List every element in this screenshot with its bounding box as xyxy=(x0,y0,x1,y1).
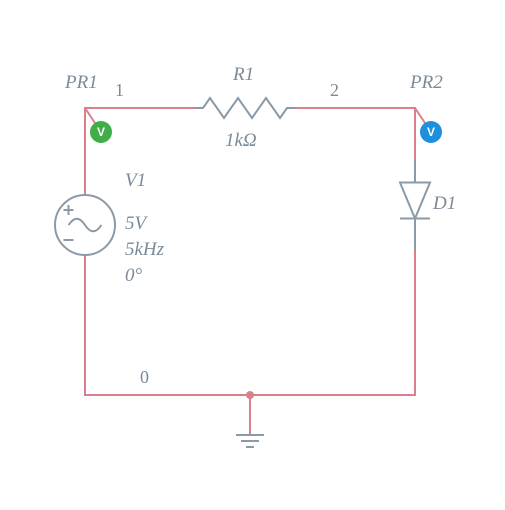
source-amplitude: 5V xyxy=(125,213,146,235)
resistor-name: R1 xyxy=(233,64,254,86)
source-frequency: 5kHz xyxy=(125,239,164,261)
resistor-value: 1kΩ xyxy=(225,130,257,152)
probe2-glyph: V xyxy=(427,125,435,139)
node-0-label: 0 xyxy=(140,367,149,388)
node-1-label: 1 xyxy=(115,80,124,101)
node-2-label: 2 xyxy=(330,80,339,101)
probe2-icon[interactable]: V xyxy=(420,121,442,143)
probe1-glyph: V xyxy=(97,125,105,139)
probe1-icon[interactable]: V xyxy=(90,121,112,143)
probe2-label: PR2 xyxy=(410,72,443,94)
source-name: V1 xyxy=(125,170,146,192)
diode-name: D1 xyxy=(433,193,456,215)
probe1-label: PR1 xyxy=(65,72,98,94)
source-phase: 0° xyxy=(125,265,142,287)
